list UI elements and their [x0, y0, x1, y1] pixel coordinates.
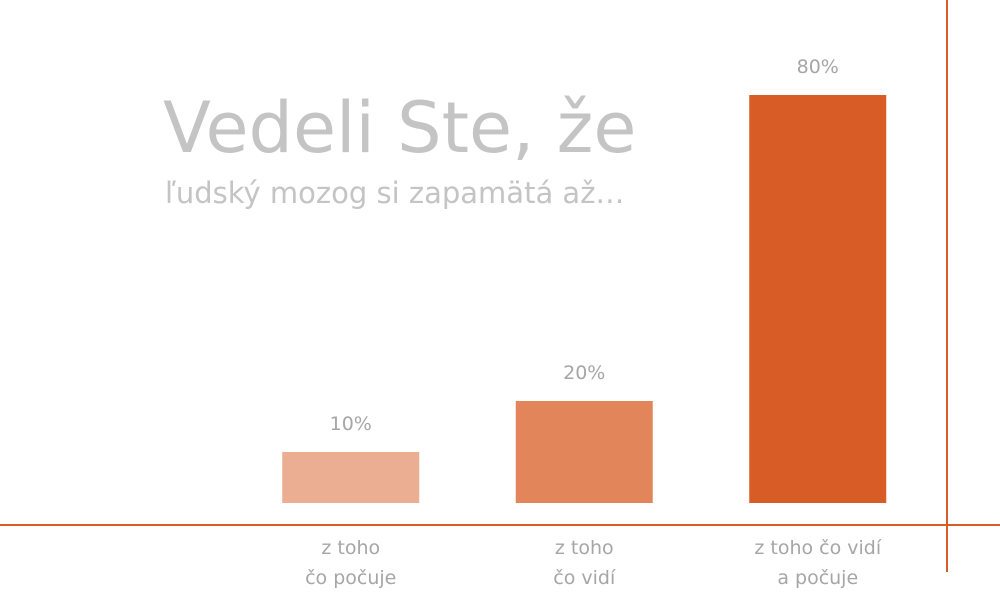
bar [282, 452, 420, 503]
value-label: 80% [797, 56, 839, 78]
chart-title: Vedeli Ste, že [163, 87, 636, 169]
x-tick-label: z toho čo vidí [553, 537, 616, 589]
bar [749, 95, 887, 503]
x-tick-label: z toho čo vidí a počuje [754, 537, 882, 589]
x-tick-label: z toho čo počuje [305, 537, 397, 589]
value-label: 20% [563, 362, 605, 384]
chart-subtitle: ľudský mozog si zapamätá až… [165, 176, 624, 210]
bar [515, 401, 653, 503]
value-label: 10% [330, 413, 372, 435]
